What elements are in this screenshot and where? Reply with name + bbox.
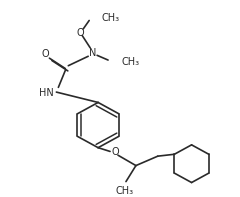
Text: HN: HN bbox=[39, 88, 53, 98]
Text: O: O bbox=[111, 147, 119, 157]
Text: CH₃: CH₃ bbox=[116, 186, 134, 196]
Text: CH₃: CH₃ bbox=[122, 57, 140, 67]
Text: CH₃: CH₃ bbox=[101, 13, 119, 23]
Text: N: N bbox=[90, 47, 97, 58]
Text: O: O bbox=[76, 28, 84, 38]
Text: O: O bbox=[42, 49, 49, 59]
